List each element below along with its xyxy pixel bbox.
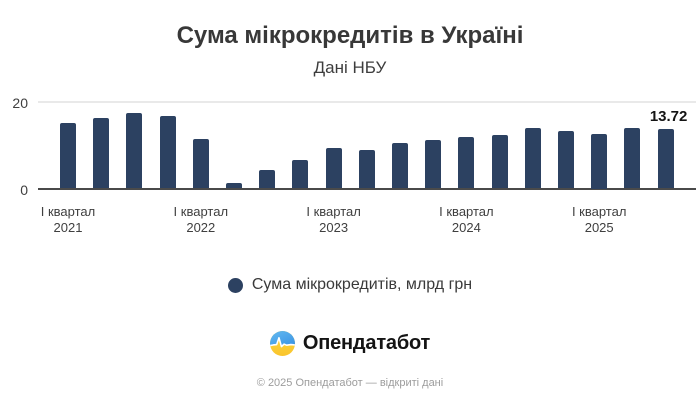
bar-value-label: 13.72 <box>649 107 688 125</box>
bar-іі-квартал-2021 <box>93 118 110 189</box>
x-axis-line <box>38 188 696 190</box>
bar-іі-квартал-2022 <box>226 183 242 189</box>
footer-copyright: © 2025 Опендатабот — відкриті дані <box>256 377 444 389</box>
bar-і-квартал-2021 <box>60 122 76 189</box>
opendatabot-logo-text: Опендатабот <box>302 332 431 354</box>
bar-і-квартал-2025 <box>591 134 608 189</box>
page-title: Сума мікрокредитів в Україні <box>176 22 524 49</box>
opendatabot-logo: Опендатабот <box>0 331 700 356</box>
bar-іі-квартал-2024 <box>491 134 508 189</box>
bar-і-квартал-2024 <box>458 136 475 189</box>
bar-іі-квартал-2025 <box>624 128 641 189</box>
bar-і-квартал-2022 <box>192 139 209 189</box>
bar-ііі-квартал-2021 <box>126 113 143 189</box>
bar-ііі-квартал-2023 <box>392 143 408 189</box>
bar-ііі-квартал-2022 <box>259 169 276 189</box>
chart-subtitle: Дані НБУ <box>313 58 387 77</box>
bar-iv-квартал-2023 <box>425 140 442 189</box>
legend-label: Сума мікрокредитів, млрд грн <box>251 276 473 293</box>
x-axis-tick-2025: І квартал 2025 <box>571 204 627 235</box>
legend-marker-icon <box>227 277 243 293</box>
x-axis-tick-2024: І квартал 2024 <box>439 204 494 235</box>
bar-iv-квартал-2022 <box>292 159 309 189</box>
x-axis-tick-2021: І квартал 2021 <box>40 204 96 235</box>
bar-ііі-квартал-2024 <box>524 127 541 189</box>
y-axis-tick-20: 20 <box>12 95 28 111</box>
bar-ііі-квартал-2025 <box>657 128 674 189</box>
gridline-20 <box>38 101 696 103</box>
bar-iv-квартал-2021 <box>159 115 176 189</box>
bar-іі-квартал-2023 <box>358 150 375 189</box>
opendatabot-logo-icon <box>269 331 295 356</box>
bar-і-квартал-2023 <box>325 148 342 189</box>
bar-iv-квартал-2024 <box>558 131 574 189</box>
x-axis-tick-2023: І квартал 2023 <box>306 204 361 235</box>
y-axis-tick-0: 0 <box>20 182 28 198</box>
x-axis-tick-2022: І квартал 2022 <box>173 204 229 235</box>
legend: Сума мікрокредитів, млрд грн <box>0 276 700 294</box>
